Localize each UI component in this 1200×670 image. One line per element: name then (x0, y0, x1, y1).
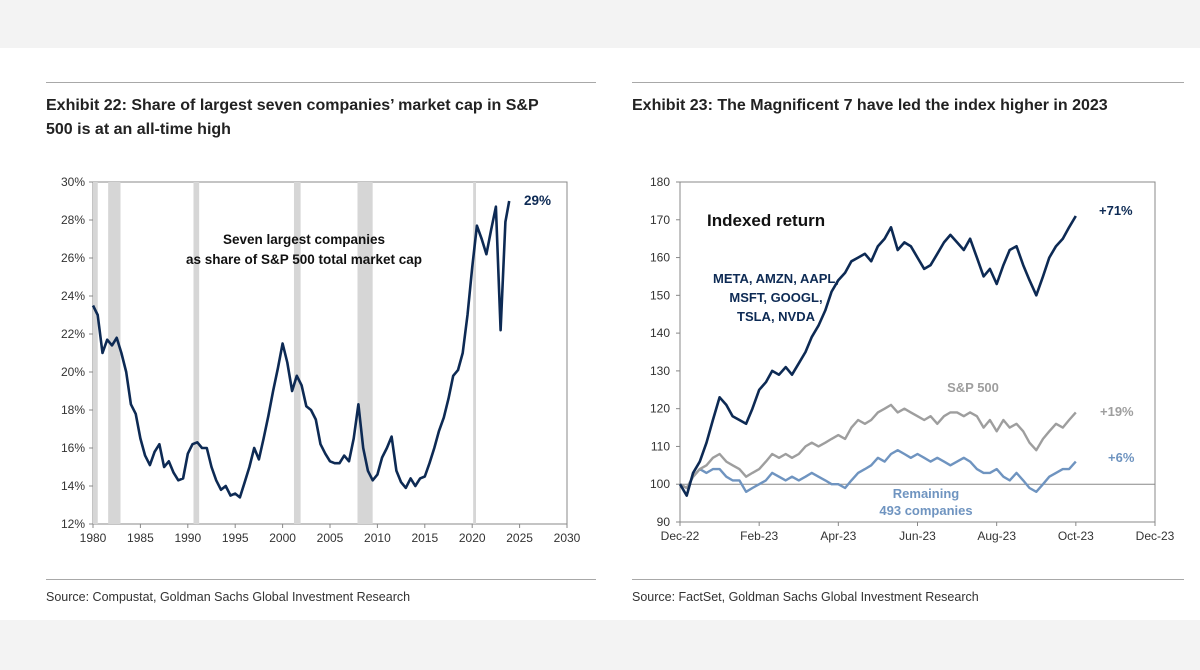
plot-area-frame (679, 181, 1156, 523)
x-tick-label: Jun-23 (899, 529, 936, 543)
x-tick-label: Dec-22 (661, 529, 700, 543)
exhibit-23-chart: 90 100 110 120 130 140 150 160 170 180 Dec-22 Feb-2… (650, 175, 1175, 543)
y-tick-label: 26% (61, 251, 85, 265)
series-line (679, 449, 1077, 493)
annotation-line1: Seven largest companies (223, 232, 385, 247)
sp500-end-label: +19% (1100, 404, 1134, 419)
x-tick-label: 2005 (317, 531, 344, 545)
x-tick-label: Oct-23 (1058, 529, 1094, 543)
y-tick-label: 12% (61, 517, 85, 531)
y-tick-label: 90 (657, 515, 671, 529)
x-tick-label: Feb-23 (740, 529, 778, 543)
x-tick-label: 2010 (364, 531, 391, 545)
x-tick-label: 2030 (554, 531, 581, 545)
annotation-indexed-return: Indexed return (707, 211, 825, 230)
exhibit-22-title-line1: Exhibit 22: Share of largest seven compa… (46, 97, 539, 114)
exhibit-23-panel: Exhibit 23: The Magnificent 7 have led t… (600, 48, 1200, 620)
exhibit-23-bottom-rule (632, 579, 1184, 580)
y-tick-label: 150 (650, 288, 670, 302)
annotation-line2: as share of S&P 500 total market cap (186, 252, 422, 267)
x-tick-label: 1990 (174, 531, 201, 545)
remaining-label-line: Remaining (893, 486, 960, 501)
y-tick-label: 140 (650, 326, 670, 340)
series-line (679, 403, 1077, 490)
y-tick-label: 110 (651, 439, 670, 453)
x-tick-label: 2025 (506, 531, 533, 545)
x-tick-label: 1985 (127, 531, 154, 545)
sp500-label: S&P 500 (947, 380, 999, 395)
y-tick-label: 170 (650, 213, 670, 227)
mag7-end-label: +71% (1099, 203, 1133, 218)
exhibit-22-panel: Exhibit 22: Share of largest seven compa… (0, 48, 600, 620)
y-tick-label: 16% (61, 441, 85, 455)
x-tick-label: 2015 (411, 531, 438, 545)
series-line (678, 215, 1077, 497)
x-tick-label: 1995 (222, 531, 249, 545)
exhibit-22-top-rule (46, 82, 596, 83)
mag7-label-line: META, AMZN, AAPL, (713, 271, 839, 286)
recession-band (293, 182, 301, 524)
exhibit-22-chart: 12% 14% 16% 18% 20% 22% 24% 26% 28% 30% 1980 1985 19… (61, 175, 581, 545)
recession-band (193, 182, 200, 524)
series-line (91, 200, 511, 499)
y-tick-label: 120 (650, 402, 670, 416)
y-tick-label: 100 (650, 477, 670, 491)
exhibit-23-title: Exhibit 23: The Magnificent 7 have led t… (632, 97, 1108, 114)
y-tick-label: 18% (61, 403, 85, 417)
recession-band (93, 182, 98, 524)
end-value-label: 29% (524, 193, 551, 208)
exhibits-card: Exhibit 22: Share of largest seven compa… (0, 48, 1200, 620)
exhibit-22-title: Exhibit 22: Share of largest seven compa… (46, 94, 596, 142)
y-tick-label: 30% (61, 175, 85, 189)
recession-band (473, 182, 476, 524)
x-tick-label: 2020 (459, 531, 486, 545)
recession-band (108, 182, 121, 524)
x-tick-label: 2000 (269, 531, 296, 545)
remaining-label-line: 493 companies (879, 503, 972, 518)
y-tick-label: 160 (650, 251, 670, 265)
exhibit-22-title-line2: 500 is at an all-time high (46, 121, 231, 138)
remaining-end-label: +6% (1108, 450, 1135, 465)
y-tick-label: 24% (61, 289, 85, 303)
exhibit-22-bottom-rule (46, 579, 596, 580)
x-tick-label: 1980 (80, 531, 107, 545)
y-tick-label: 28% (61, 213, 85, 227)
x-tick-label: Dec-23 (1136, 529, 1175, 543)
y-tick-label: 14% (61, 479, 85, 493)
y-tick-label: 22% (61, 327, 85, 341)
exhibit-23-source: Source: FactSet, Goldman Sachs Global In… (632, 590, 979, 604)
x-tick-label: Aug-23 (977, 529, 1016, 543)
mag7-label-line: MSFT, GOOGL, (729, 290, 822, 305)
y-tick-label: 180 (650, 175, 670, 189)
mag7-label-line: TSLA, NVDA (737, 309, 816, 324)
y-tick-label: 20% (61, 365, 85, 379)
y-tick-label: 130 (650, 364, 670, 378)
exhibit-23-top-rule (632, 82, 1184, 83)
x-tick-label: Apr-23 (820, 529, 856, 543)
exhibit-22-source: Source: Compustat, Goldman Sachs Global … (46, 590, 411, 604)
